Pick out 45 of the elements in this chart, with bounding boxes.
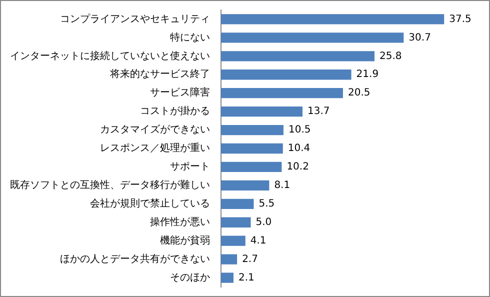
- y-tick-label: 将来的なサービス終了: [109, 68, 210, 80]
- y-tick-label: サポート: [170, 162, 210, 173]
- data-label: 21.9: [356, 69, 379, 80]
- bar: [221, 106, 303, 117]
- bar: [221, 217, 251, 228]
- data-label: 2.1: [238, 272, 254, 284]
- bar: [221, 143, 283, 154]
- data-label: 4.1: [250, 235, 266, 246]
- bar: [221, 32, 404, 43]
- y-tick-label: サービス障害: [150, 86, 210, 99]
- bar: [221, 180, 270, 191]
- y-tick-label: コンプライアンスやセキュリティ: [60, 12, 210, 25]
- y-tick-label: 操作性が悪い: [150, 216, 210, 228]
- data-label: 2.7: [242, 254, 258, 265]
- bar: [221, 124, 284, 136]
- data-label: 10.4: [288, 143, 310, 154]
- data-label: 20.5: [348, 88, 370, 99]
- data-label: 30.7: [408, 32, 431, 44]
- bar: [221, 236, 246, 246]
- bar: [221, 254, 238, 264]
- bar: [221, 51, 375, 62]
- y-tick-label: レスポンス／処理が重い: [100, 142, 210, 154]
- y-tick-label: 特にない: [170, 31, 210, 44]
- bar: [221, 198, 254, 209]
- bar: [221, 162, 282, 172]
- data-label: 13.7: [308, 106, 330, 118]
- data-label: 37.5: [449, 14, 472, 25]
- y-tick-label: 既存ソフトとの互換性、データ移行が難しい: [10, 179, 210, 192]
- data-label: 5.0: [256, 216, 272, 228]
- data-label: 25.8: [380, 50, 402, 62]
- data-label: 5.5: [258, 198, 275, 210]
- data-label: 8.1: [274, 180, 290, 192]
- y-tick-label: そのほか: [170, 272, 210, 284]
- y-tick-label: ほかの人とデータ共有ができない: [60, 252, 210, 265]
- data-label: 10.5: [288, 124, 311, 136]
- data-label: 10.2: [286, 162, 309, 173]
- y-tick-label: インターネットに接続していないと使えない: [10, 50, 210, 62]
- y-tick-label: 会社が規則で禁止している: [90, 197, 210, 210]
- y-tick-label: 機能が貧弱: [160, 234, 210, 246]
- bar: [221, 70, 352, 80]
- bar: [221, 88, 343, 98]
- y-tick-label: カスタマイズができない: [100, 124, 210, 136]
- bar: [221, 14, 444, 24]
- y-tick-label: コストが掛かる: [140, 105, 210, 118]
- bar: [221, 272, 234, 283]
